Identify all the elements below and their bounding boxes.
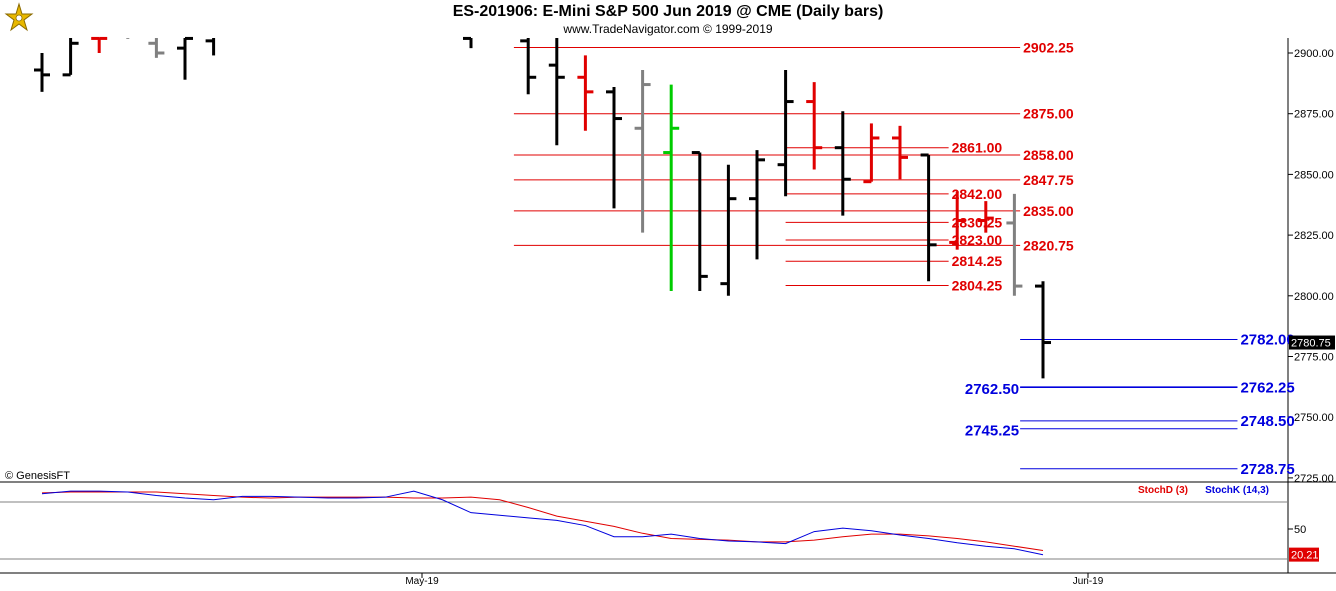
chart-subtitle: www.TradeNavigator.com © 1999-2019 — [563, 22, 773, 36]
copyright-label: © GenesisFT — [5, 470, 70, 482]
level-lines — [513, 47, 1238, 470]
level-label: 2858.00 — [1023, 147, 1074, 163]
level-label: 2835.00 — [1023, 203, 1074, 219]
last-price-badge — [1289, 335, 1335, 350]
stochastic-panel: 50 StochD (3) StochK (14,3) 20.21 — [0, 485, 1319, 562]
level-label: 2762.25 — [1240, 379, 1294, 396]
level-label: 2748.50 — [1240, 413, 1294, 430]
time-tick-label: Jun-19 — [1073, 576, 1104, 587]
level-label: 2804.25 — [952, 277, 1003, 293]
chart-title: ES-201906: E-Mini S&P 500 Jun 2019 @ CME… — [452, 3, 884, 20]
stoch-last-badge — [1289, 547, 1319, 562]
level-label: 2842.00 — [952, 186, 1003, 202]
level-label: 2861.00 — [952, 140, 1003, 156]
price-tick-label: 2850.00 — [1294, 169, 1334, 181]
level-label: 2847.75 — [1023, 172, 1074, 188]
price-tick-label: 2800.00 — [1294, 291, 1334, 303]
stoch-last-label: 20.21 — [1291, 550, 1319, 562]
level-label: 2728.75 — [1240, 461, 1294, 478]
level-label: 2782.00 — [1240, 332, 1294, 349]
price-tick-label: 2725.00 — [1294, 473, 1334, 485]
price-tick-label: 2775.00 — [1294, 352, 1334, 364]
level-label: 2823.00 — [952, 232, 1003, 248]
level-labels: 2902.25 2875.00 2861.00 2858.00 2847.75 2842.… — [952, 40, 1335, 478]
stoch-series-line — [41, 491, 1044, 551]
price-tick-label: 2825.00 — [1294, 230, 1334, 242]
level-label: 2875.00 — [1023, 106, 1074, 122]
level-label: 2820.75 — [1023, 237, 1074, 253]
stoch-tick-label: 50 — [1294, 524, 1306, 536]
stoch-series-line — [41, 490, 1044, 556]
last-price-label: 2780.75 — [1291, 338, 1331, 350]
level-label: 2762.50 — [965, 381, 1019, 398]
tradenavigator-logo-icon — [4, 2, 34, 32]
price-tick-label: 2875.00 — [1294, 109, 1334, 121]
level-label: 2814.25 — [952, 253, 1003, 269]
time-tick-label: May-19 — [405, 576, 439, 587]
axis-ticks: 2900.00 2875.00 2850.00 2825.00 2800.00 2775.… — [405, 48, 1333, 587]
chart-header: ES-201906: E-Mini S&P 500 Jun 2019 @ CME… — [0, 0, 1336, 38]
level-label: 2830.25 — [952, 214, 1003, 230]
legend-stoch-k: StochK (14,3) — [1205, 485, 1269, 496]
price-tick-label: 2750.00 — [1294, 412, 1334, 424]
legend-stoch-d: StochD (3) — [1138, 485, 1188, 496]
ohlc-bars — [34, 36, 1051, 379]
level-label: 2745.25 — [965, 423, 1019, 440]
price-tick-label: 2900.00 — [1294, 48, 1334, 60]
level-label: 2902.25 — [1023, 40, 1074, 56]
chart-frame — [0, 38, 1336, 574]
